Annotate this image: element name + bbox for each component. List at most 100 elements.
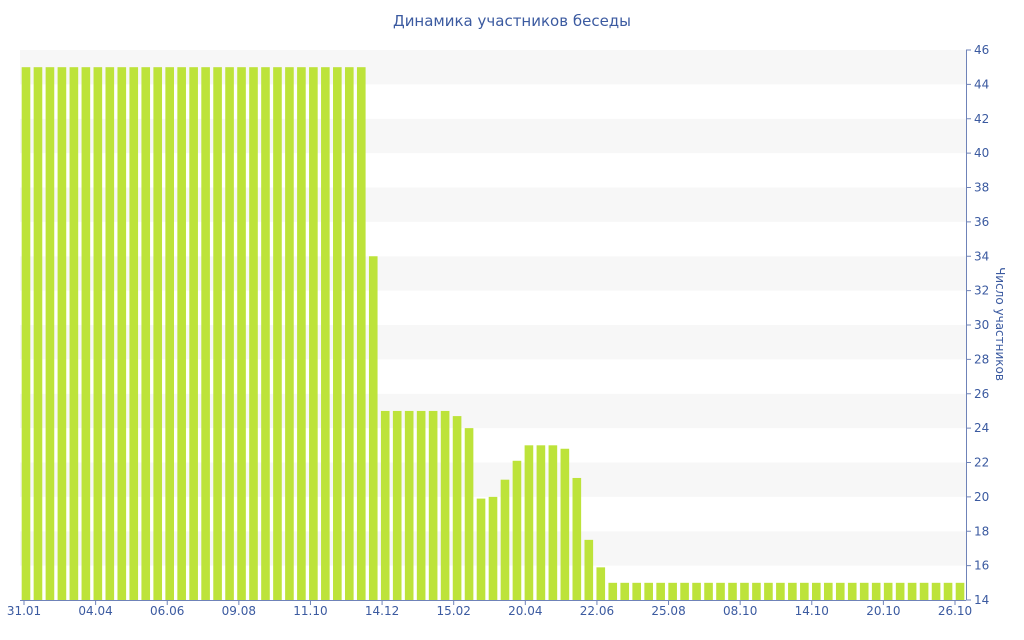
bar (620, 582, 630, 600)
bar (105, 67, 115, 600)
bar (644, 582, 653, 600)
bar (716, 582, 725, 600)
bar (548, 445, 558, 600)
bar (656, 582, 665, 600)
bar (692, 582, 701, 600)
y-tick-label: 26 (974, 387, 989, 401)
bar (800, 582, 809, 600)
bar (907, 582, 917, 600)
bar (788, 582, 797, 600)
bar (895, 582, 905, 600)
bar (273, 67, 282, 600)
y-tick-label: 30 (974, 318, 989, 332)
y-tick-label: 16 (974, 559, 989, 573)
bar (668, 582, 677, 600)
bar (632, 582, 642, 600)
bar (309, 67, 318, 600)
bar (584, 539, 594, 600)
bar (129, 67, 139, 600)
bar (249, 67, 258, 600)
x-tick-label: 22.06 (580, 604, 614, 618)
bar (728, 582, 737, 600)
x-tick-label: 25.08 (651, 604, 685, 618)
bar (81, 67, 91, 600)
y-tick-label: 18 (974, 524, 989, 538)
bar (536, 445, 546, 600)
bar (596, 567, 606, 600)
bar (117, 67, 127, 600)
bar (704, 582, 713, 600)
bar (847, 582, 857, 600)
bars (21, 67, 965, 600)
bar (153, 67, 163, 600)
chart-title: Динамика участников беседы (392, 12, 632, 30)
x-tick-label: 14.10 (795, 604, 829, 618)
bar (237, 67, 246, 600)
x-tick-label: 14.12 (365, 604, 399, 618)
bar (859, 582, 869, 600)
x-tick-label: 08.10 (723, 604, 757, 618)
bar (452, 416, 462, 600)
bar (488, 496, 498, 600)
x-tick-label: 31.01 (7, 604, 41, 618)
bar (476, 498, 486, 600)
bar (213, 67, 222, 600)
bar (261, 67, 270, 600)
bar (931, 582, 941, 600)
bar (812, 582, 821, 600)
bar (189, 67, 198, 600)
y-tick-label: 44 (974, 77, 989, 91)
bar (33, 67, 43, 600)
y-tick-label: 34 (974, 249, 989, 263)
bar (333, 67, 342, 600)
bar (69, 67, 79, 600)
bar (955, 582, 965, 600)
bar (368, 256, 378, 600)
bar (21, 67, 31, 600)
x-tick-label: 04.04 (78, 604, 112, 618)
x-tick-label: 11.10 (293, 604, 327, 618)
bar (297, 67, 306, 600)
x-tick-labels: 31.01 04.04 06.06 09.08 11.10 14.12 15.02 20.04… (7, 600, 972, 618)
y-tick-label: 38 (974, 181, 989, 195)
bar (943, 582, 953, 600)
x-tick-label: 20.10 (866, 604, 900, 618)
bar (177, 67, 186, 600)
y-tick-label: 32 (974, 284, 989, 298)
bar (764, 582, 773, 600)
bar (165, 67, 174, 600)
bar (45, 67, 55, 600)
x-tick-label: 15.02 (437, 604, 471, 618)
bar (500, 479, 510, 600)
bar (344, 67, 354, 600)
y-tick-label: 42 (974, 112, 989, 126)
y-tick-label: 46 (974, 43, 989, 57)
bar (428, 410, 438, 600)
x-tick-label: 26.10 (938, 604, 972, 618)
bar (201, 67, 210, 600)
x-tick-label: 09.08 (222, 604, 256, 618)
bar (392, 410, 402, 600)
bar (404, 410, 414, 600)
bar (919, 582, 929, 600)
y-tick-label: 24 (974, 421, 989, 435)
bar (141, 67, 151, 600)
bar (524, 445, 534, 600)
y-tick-label: 40 (974, 146, 989, 160)
bar (321, 67, 330, 600)
bar (883, 582, 893, 600)
bar (776, 582, 785, 600)
bar (57, 67, 67, 600)
y-tick-label: 28 (974, 352, 989, 366)
bar (356, 67, 366, 600)
bar (285, 67, 294, 600)
bar (440, 410, 450, 600)
bar (823, 582, 833, 600)
y-axis-label: Число участников (993, 267, 1007, 381)
x-tick-label: 20.04 (508, 604, 542, 618)
y-tick-label: 20 (974, 490, 989, 504)
bar (752, 582, 761, 600)
y-tick-label: 14 (974, 593, 989, 607)
bar (380, 410, 390, 600)
